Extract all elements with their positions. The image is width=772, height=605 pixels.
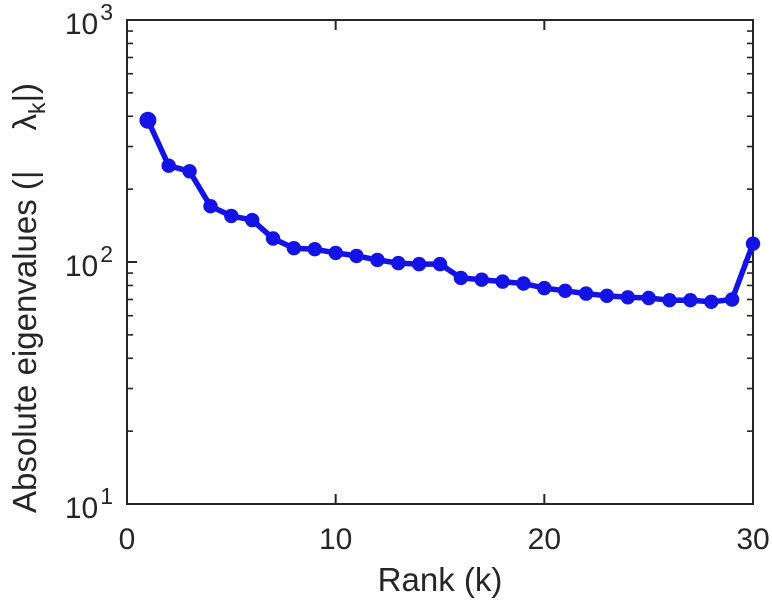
data-point xyxy=(641,290,656,306)
data-point xyxy=(453,270,469,286)
data-point xyxy=(620,290,635,305)
data-point xyxy=(578,286,594,301)
tick-labels: 0 10 20 30 101 102 103 xyxy=(65,0,770,556)
x-tick-label: 0 xyxy=(119,523,136,556)
data-point xyxy=(224,208,239,224)
y-tick-label: 103 xyxy=(65,0,113,41)
data-point xyxy=(724,292,740,307)
axis-ticks xyxy=(126,19,754,505)
lambda-subscript: k xyxy=(24,102,50,114)
data-point xyxy=(558,283,573,298)
lambda-symbol: λ xyxy=(6,114,43,131)
data-point xyxy=(495,274,510,289)
data-point xyxy=(286,241,302,256)
y-tick-label: 102 xyxy=(65,241,113,283)
data-point xyxy=(516,276,531,291)
x-axis-label: Rank (k) xyxy=(378,561,503,598)
data-point xyxy=(411,256,427,272)
data-point xyxy=(745,236,761,251)
data-point xyxy=(537,280,552,296)
data-point xyxy=(370,252,385,268)
data-point xyxy=(683,293,698,308)
y-axis-label-prefix: Absolute eigenvalues (| xyxy=(6,171,43,513)
data-point xyxy=(391,255,406,271)
data-point xyxy=(265,231,281,246)
series-eigenvalues xyxy=(139,111,761,309)
data-point xyxy=(182,164,197,179)
y-tick-label: 101 xyxy=(65,483,113,525)
data-point xyxy=(161,158,176,173)
data-point xyxy=(662,293,677,308)
x-tick-label: 30 xyxy=(736,523,769,556)
data-point xyxy=(139,111,157,129)
data-point xyxy=(245,212,260,228)
x-tick-label: 20 xyxy=(528,523,561,556)
data-point xyxy=(328,245,343,261)
data-point xyxy=(432,256,448,272)
y-axis-label-suffix: |) xyxy=(6,83,43,103)
data-point xyxy=(349,248,364,264)
data-point xyxy=(474,272,489,287)
y-axis-label: Absolute eigenvalues (| λk|) xyxy=(6,83,50,513)
data-point xyxy=(203,199,218,214)
data-point xyxy=(307,242,322,257)
x-tick-label: 10 xyxy=(319,523,352,556)
series-line xyxy=(145,117,756,305)
data-point xyxy=(704,294,719,309)
data-point xyxy=(599,288,615,303)
